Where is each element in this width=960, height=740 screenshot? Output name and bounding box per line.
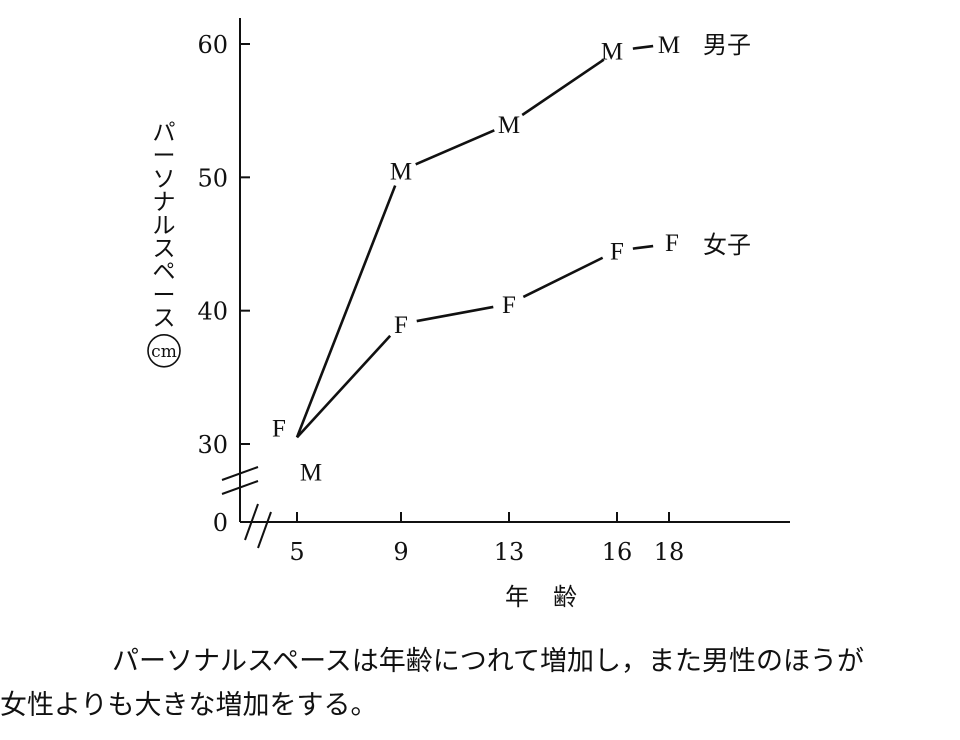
x-tick-label: 5 [289,538,304,566]
data-point-marker: M [498,112,520,139]
y-axis-label-char: ナ [153,190,176,216]
data-point-marker: M [658,32,680,59]
caption-line-2: 女性よりも大きな増加をする。 [0,690,378,721]
figure-caption: パーソナルスペースは年齢につれて増加し，また男性のほうが 女性よりも大きな増加を… [0,640,960,728]
series-segment [295,185,397,438]
x-tick-label: 18 [654,538,685,566]
series-segment [416,305,494,323]
y-axis-label-char: ペ [153,259,176,285]
data-point-marker: F [272,415,286,442]
y-tick-label: 60 [197,31,228,59]
x-axis-break-mark [257,511,272,549]
series-segment [415,129,495,166]
data-point-marker: M [390,159,412,186]
x-tick-label: 13 [494,538,525,566]
y-axis-label-char: ス [153,236,176,262]
axes [221,18,790,549]
y-axis-break-mark [221,480,259,495]
x-axis-label: 年 齢 [505,583,577,611]
y-tick-label: 0 [213,509,228,537]
y-axis-unit: cm [151,342,177,362]
y-axis-label-char: ー [153,282,176,308]
y-axis-label-char: ル [153,213,176,239]
series-female: F F F F F 女子 [272,230,751,442]
x-tick-label: 16 [602,538,633,566]
data-point-marker: F [502,292,516,319]
y-axis-unit-circle [147,333,181,368]
x-axis-break-mark [244,503,259,541]
series-segment [296,334,392,439]
data-point-marker: M [601,39,623,66]
y-axis-label-char: パ [153,120,176,146]
y-axis-label-char: ス [153,306,176,332]
y-tick-label: 40 [197,298,228,326]
data-point-marker: F [610,239,624,266]
data-point-marker: F [394,312,408,339]
data-point-marker: F [665,230,679,257]
series-name-label: 男子 [703,31,751,59]
series-segment [522,256,604,299]
series-name-label: 女子 [703,231,751,259]
data-point-marker: M [300,459,322,486]
series-segment [632,244,654,250]
series-segment [521,58,605,117]
y-tick-label: 50 [197,164,228,192]
y-tick-label: 30 [197,431,228,459]
caption-line-1: パーソナルスペースは年齢につれて増加し，また男性のほうが [112,646,864,677]
y-axis-label-char: ー [153,143,176,169]
series-male: M M M M M 男子 [295,31,751,486]
y-axis-break-mark [221,466,259,481]
y-axis-label-char: ソ [153,166,176,192]
x-tick-label: 9 [393,538,408,566]
series-layer: M M M M M 男子 F F F F F 女子 [272,31,751,486]
series-segment [632,44,654,50]
